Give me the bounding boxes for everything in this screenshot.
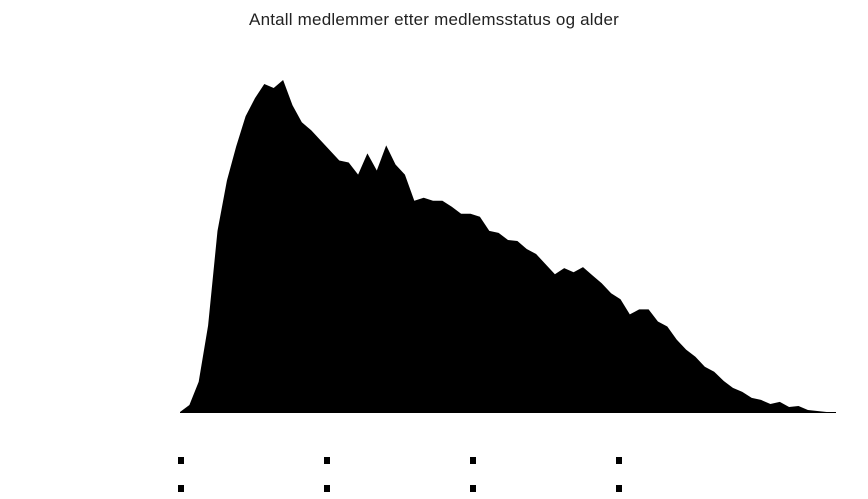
legend-swatch (178, 456, 184, 464)
legend-swatch (616, 484, 622, 492)
legend-item[interactable] (470, 482, 616, 494)
legend-item[interactable] (470, 454, 616, 466)
legend-swatch (470, 456, 476, 464)
chart-title: Antall medlemmer etter medlemsstatus og … (249, 10, 619, 29)
legend-item[interactable] (178, 454, 324, 466)
legend-swatch (178, 484, 184, 492)
legend-swatch (324, 456, 330, 464)
legend-item[interactable] (324, 482, 470, 494)
legend-swatch (470, 484, 476, 492)
legend-swatch (616, 456, 622, 464)
chart-legend (178, 454, 778, 494)
plot-area (180, 80, 836, 413)
area-series-0 (180, 80, 836, 412)
legend-item[interactable] (324, 454, 470, 466)
legend-item[interactable] (616, 482, 762, 494)
legend-swatch (324, 484, 330, 492)
legend-item[interactable] (178, 482, 324, 494)
legend-item[interactable] (616, 454, 762, 466)
